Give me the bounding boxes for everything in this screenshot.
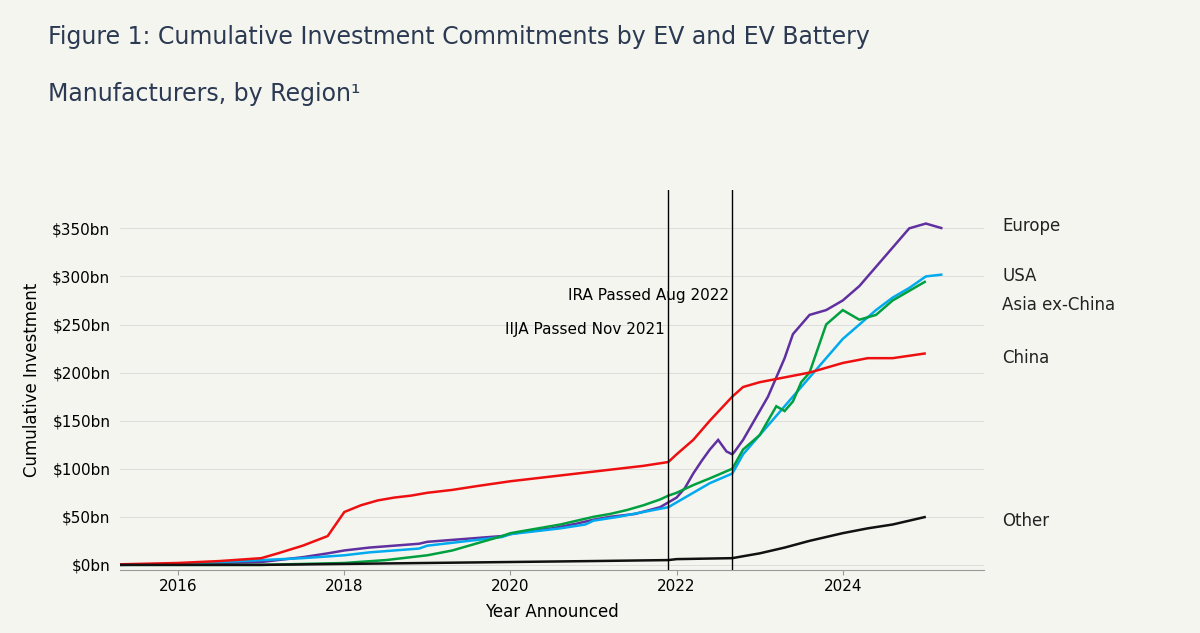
X-axis label: Year Announced: Year Announced — [485, 603, 619, 621]
Text: Other: Other — [1002, 511, 1049, 530]
Text: Manufacturers, by Region¹: Manufacturers, by Region¹ — [48, 82, 360, 106]
Text: USA: USA — [1002, 267, 1037, 285]
Text: IRA Passed Aug 2022: IRA Passed Aug 2022 — [568, 288, 728, 303]
Text: Europe: Europe — [1002, 218, 1061, 235]
Text: Figure 1: Cumulative Investment Commitments by EV and EV Battery: Figure 1: Cumulative Investment Commitme… — [48, 25, 870, 49]
Text: IIJA Passed Nov 2021: IIJA Passed Nov 2021 — [505, 322, 665, 337]
Y-axis label: Cumulative Investment: Cumulative Investment — [23, 283, 41, 477]
Text: China: China — [1002, 349, 1049, 367]
Text: Asia ex-China: Asia ex-China — [1002, 296, 1115, 314]
